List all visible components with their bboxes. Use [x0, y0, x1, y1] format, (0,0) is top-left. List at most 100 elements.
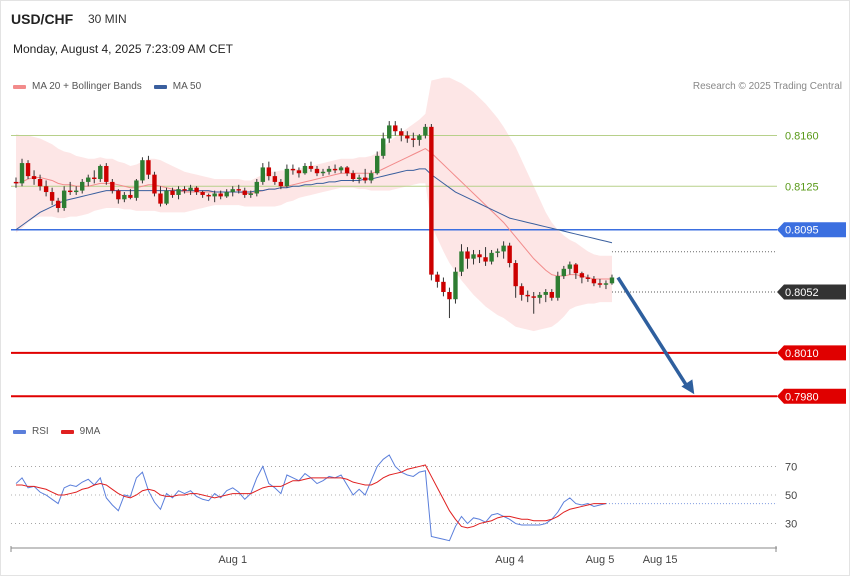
candle-body: [194, 187, 199, 193]
candle-body: [471, 254, 476, 259]
candle-body: [441, 281, 446, 292]
x-tick-label: Aug 15: [643, 554, 678, 566]
candle-body: [362, 177, 368, 181]
candle-body: [242, 190, 247, 195]
timeframe-label[interactable]: 30 MIN: [88, 12, 127, 26]
candle-body: [43, 186, 49, 193]
level-tag-0-7980: [777, 388, 846, 404]
candle-body: [230, 189, 235, 193]
level-tag-0-8095: [777, 222, 846, 238]
candle-body: [585, 277, 591, 279]
candle-body: [344, 167, 350, 174]
candle-body: [411, 138, 416, 140]
level-tag-0-8010: [777, 345, 846, 361]
ma50-line: [15, 168, 613, 244]
candle-body: [531, 296, 536, 298]
candle-body: [561, 268, 567, 277]
ma20-line: [15, 148, 612, 280]
candle-body: [86, 177, 91, 182]
candle-body: [555, 276, 560, 298]
rsi-tick-70: 70: [785, 461, 797, 473]
rsi-line: [15, 454, 607, 542]
candle-body: [92, 177, 97, 180]
candle-body: [368, 173, 374, 181]
level-label-0-8125: 0.8125: [785, 181, 819, 193]
candle-body: [254, 181, 259, 194]
candle-body: [13, 181, 19, 184]
candles-group: [13, 121, 615, 319]
candle-body: [188, 187, 193, 191]
candle-body: [591, 278, 597, 284]
candle-body: [212, 193, 217, 197]
candle-body: [609, 277, 615, 284]
candle-body: [573, 264, 579, 274]
candle-body: [597, 283, 603, 285]
candle-body: [218, 193, 223, 197]
candle-body: [80, 181, 85, 191]
candle-body: [182, 189, 187, 191]
level-label-0-8052: 0.8052: [785, 287, 819, 299]
ma50-swatch: [153, 84, 167, 89]
candle-body: [110, 181, 115, 191]
candle-body: [122, 194, 127, 200]
candle-body: [31, 176, 37, 180]
candle-body: [67, 190, 73, 193]
candle-body: [477, 254, 482, 258]
candle-body: [507, 245, 512, 264]
candle-body: [320, 171, 326, 174]
candle-body: [98, 165, 103, 180]
candle-body: [116, 190, 121, 200]
candle-body: [314, 168, 320, 174]
candle-body: [272, 176, 278, 182]
candle-body: [417, 135, 422, 140]
rsi-legend-label: RSI: [32, 426, 49, 437]
candle-body: [25, 163, 31, 177]
candle-body: [459, 251, 464, 272]
x-tick-label: Aug 1: [218, 554, 247, 566]
research-credit: Research © 2025 Trading Central: [692, 81, 842, 92]
x-tick-label: Aug 5: [586, 554, 615, 566]
candle-body: [308, 165, 314, 169]
candle-body: [128, 194, 133, 198]
candle-body: [296, 170, 302, 174]
candle-body: [55, 200, 61, 208]
candle-body: [453, 271, 458, 300]
candle-body: [423, 126, 428, 136]
candle-body: [519, 286, 524, 295]
candle-body: [158, 193, 163, 204]
candle-body: [140, 160, 145, 181]
candle-body: [525, 294, 530, 297]
candle-body: [537, 294, 542, 298]
candle-body: [61, 190, 67, 208]
level-label-0-8095: 0.8095: [785, 225, 819, 237]
candle-body: [290, 168, 296, 171]
candle-body: [381, 138, 386, 156]
candle-body: [260, 167, 266, 182]
candle-body: [567, 264, 573, 269]
candle-body: [375, 155, 380, 174]
candle-body: [49, 192, 55, 201]
rsi-ma9-line: [16, 464, 606, 529]
candle-body: [248, 193, 253, 195]
ma50-legend-label: MA 50: [172, 81, 202, 92]
candle-body: [19, 163, 25, 184]
candle-body: [206, 194, 211, 197]
candle-body: [74, 190, 79, 193]
candle-body: [164, 190, 169, 204]
candle-body: [356, 177, 362, 180]
candle-body: [332, 168, 338, 171]
rsi-legend: RSI 9MA: [13, 426, 100, 437]
symbol-title: USD/CHF: [11, 11, 74, 27]
rsi-tick-50: 50: [785, 490, 797, 502]
candle-body: [176, 189, 181, 195]
candle-body: [146, 160, 151, 175]
candle-body: [435, 274, 440, 282]
candle-body: [495, 251, 500, 253]
ma9-swatch: [60, 429, 74, 434]
candle-body: [579, 273, 585, 278]
level-label-0-7980: 0.7980: [785, 391, 819, 403]
candle-body: [489, 252, 494, 262]
candle-body: [302, 165, 308, 174]
